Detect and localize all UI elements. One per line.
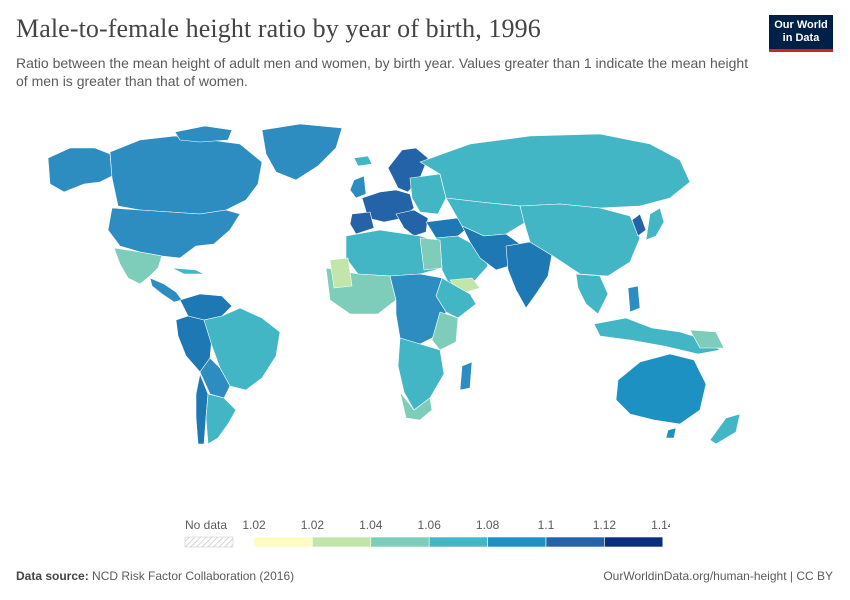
region-new-zealand[interactable] bbox=[709, 413, 741, 445]
region-egypt[interactable] bbox=[419, 237, 443, 271]
region-iceland[interactable] bbox=[353, 155, 373, 167]
chart-title: Male-to-female height ratio by year of b… bbox=[16, 14, 541, 43]
footer-url[interactable]: OurWorldinData.org/human-height | CC BY bbox=[603, 569, 833, 583]
source-label: Data source: bbox=[16, 569, 89, 583]
region-tasmania[interactable] bbox=[665, 427, 677, 439]
region-turkey-caucasus[interactable] bbox=[425, 217, 471, 239]
region-central-america[interactable] bbox=[149, 277, 183, 303]
region-greenland[interactable] bbox=[261, 123, 343, 181]
region-italy-balkans[interactable] bbox=[395, 209, 429, 237]
legend-tick-label: 1.02 bbox=[301, 518, 325, 532]
region-cuba[interactable] bbox=[171, 267, 205, 275]
legend-bin-swatch bbox=[312, 536, 372, 548]
region-usa[interactable] bbox=[107, 207, 241, 259]
legend-tick-label: 1.1 bbox=[538, 518, 555, 532]
region-russia[interactable] bbox=[419, 133, 691, 209]
legend-tick-label: 1.12 bbox=[593, 518, 617, 532]
logo-line-2: in Data bbox=[782, 32, 820, 44]
region-mauritania[interactable] bbox=[329, 257, 353, 289]
legend-bin-swatch bbox=[604, 536, 664, 548]
region-indonesia[interactable] bbox=[593, 317, 721, 355]
region-eastern-europe[interactable] bbox=[409, 173, 447, 215]
region-south-africa[interactable] bbox=[399, 391, 433, 421]
region-alaska[interactable] bbox=[47, 147, 113, 193]
owid-logo[interactable]: Our World in Data bbox=[769, 15, 833, 52]
legend-tick-label: 1.04 bbox=[359, 518, 383, 532]
region-mexico[interactable] bbox=[113, 247, 163, 285]
region-philippines[interactable] bbox=[627, 285, 641, 313]
legend-bin-swatch bbox=[428, 536, 488, 548]
legend-tick-label: 1.06 bbox=[418, 518, 442, 532]
region-madagascar[interactable] bbox=[459, 361, 473, 391]
region-canada[interactable] bbox=[109, 135, 263, 215]
legend-tick-label: 1.08 bbox=[476, 518, 500, 532]
world-map[interactable] bbox=[0, 118, 850, 448]
region-east-africa[interactable] bbox=[431, 311, 459, 351]
legend-bin-swatch bbox=[253, 536, 313, 548]
color-legend: No data 1.02 1.02 1.04 1.06 1.08 1.1 1.12 1.14 bbox=[184, 518, 670, 548]
legend-tick-label: 1.02 bbox=[242, 518, 266, 532]
region-china-mongolia[interactable] bbox=[519, 203, 641, 277]
region-papua[interactable] bbox=[689, 329, 725, 349]
source-text[interactable]: NCD Risk Factor Collaboration (2016) bbox=[92, 569, 295, 583]
region-australia[interactable] bbox=[615, 353, 707, 425]
region-india[interactable] bbox=[505, 241, 553, 309]
region-scandinavia[interactable] bbox=[387, 147, 429, 193]
region-argentina[interactable] bbox=[205, 393, 237, 445]
region-uk-ireland[interactable] bbox=[349, 175, 367, 199]
legend-no-data-label: No data bbox=[185, 518, 227, 532]
chart-subtitle: Ratio between the mean height of adult m… bbox=[16, 55, 749, 89]
legend-tick-label: 1.14 bbox=[651, 518, 670, 532]
region-japan[interactable] bbox=[645, 207, 665, 241]
data-source: Data source: NCD Risk Factor Collaborati… bbox=[16, 569, 294, 583]
region-brazil[interactable] bbox=[203, 307, 281, 391]
legend-bin-swatch bbox=[545, 536, 605, 548]
logo-line-1: Our World bbox=[774, 19, 828, 31]
legend-bin-swatch bbox=[487, 536, 547, 548]
region-iberia[interactable] bbox=[349, 211, 375, 235]
region-southeast-asia[interactable] bbox=[575, 273, 609, 315]
legend-bin-swatch bbox=[370, 536, 430, 548]
legend-no-data-swatch bbox=[184, 536, 234, 548]
region-korea-japan[interactable] bbox=[631, 213, 647, 237]
region-bolivia-paraguay[interactable] bbox=[199, 357, 231, 399]
region-canadian-islands[interactable] bbox=[174, 125, 233, 143]
region-north-africa[interactable] bbox=[345, 229, 443, 277]
